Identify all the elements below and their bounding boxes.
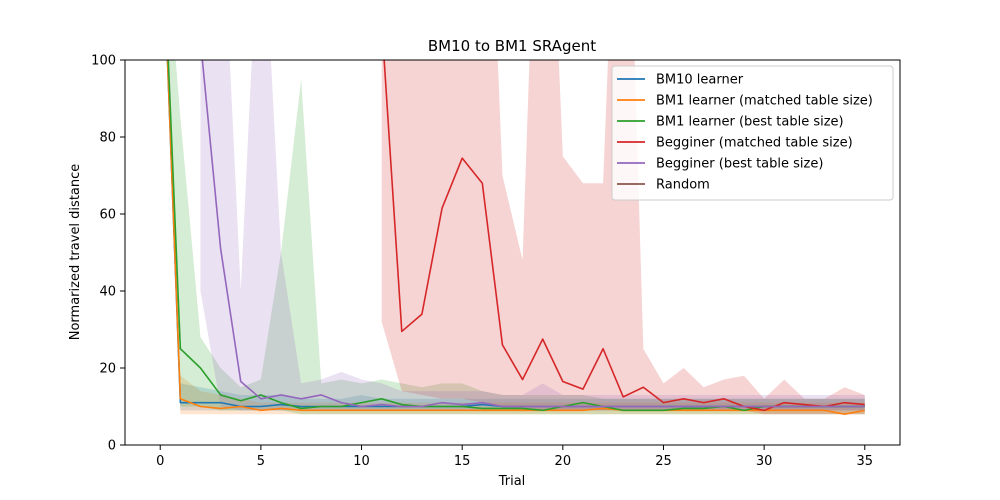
y-tick-label: 80	[99, 131, 116, 146]
x-axis-label: Trial	[498, 474, 526, 489]
legend-label-begginer-best-table-size: Begginer (best table size)	[656, 157, 823, 172]
x-tick-label: 35	[856, 454, 873, 469]
x-tick-label: 20	[555, 454, 572, 469]
x-tick-label: 30	[756, 454, 773, 469]
x-tick-label: 0	[156, 454, 164, 469]
line-bm1-learner-best-table-size	[167, 60, 865, 412]
legend-box	[611, 65, 894, 201]
x-tick-label: 25	[655, 454, 672, 469]
band-begginer-best-table-size	[200, 60, 865, 411]
x-axis-ticks: 0 5 10 15 20 25 30 35	[156, 445, 873, 469]
legend-label-bm1-learner-best-table-size: BM1 learner (best table size)	[656, 115, 844, 130]
line-begginer-best-table-size	[201, 60, 865, 408]
y-axis-ticks: 0 20 40 60 80 100	[91, 54, 125, 454]
legend-label-random: Random	[656, 178, 710, 193]
band-bm1-learner-best-table-size	[167, 60, 865, 415]
legend-label-begginer-matched-table-size: Begginer (matched table size)	[656, 136, 853, 151]
plot-frame	[124, 59, 901, 446]
legend-label-bm10-learner: BM10 learner	[656, 73, 744, 88]
confidence-bands	[167, 60, 865, 415]
y-tick-label: 60	[99, 208, 116, 223]
y-tick-label: 20	[99, 362, 116, 377]
x-tick-label: 15	[454, 454, 471, 469]
legend-label-bm1-learner-matched-table-size: BM1 learner (matched table size)	[656, 94, 873, 109]
legend: BM10 learner BM1 learner (matched table s…	[611, 65, 894, 201]
line-begginer-matched-table-size	[383, 60, 865, 412]
x-tick-label: 5	[257, 454, 265, 469]
y-tick-label: 40	[99, 285, 116, 300]
y-tick-label: 100	[91, 54, 116, 69]
band-begginer-matched-table-size	[381, 60, 865, 415]
y-tick-label: 0	[108, 439, 116, 454]
series-lines	[166, 60, 865, 416]
x-tick-label: 10	[353, 454, 370, 469]
chart-title: BM10 to BM1 SRAgent	[428, 37, 596, 55]
y-axis-label: Normarized travel distance	[68, 164, 83, 341]
